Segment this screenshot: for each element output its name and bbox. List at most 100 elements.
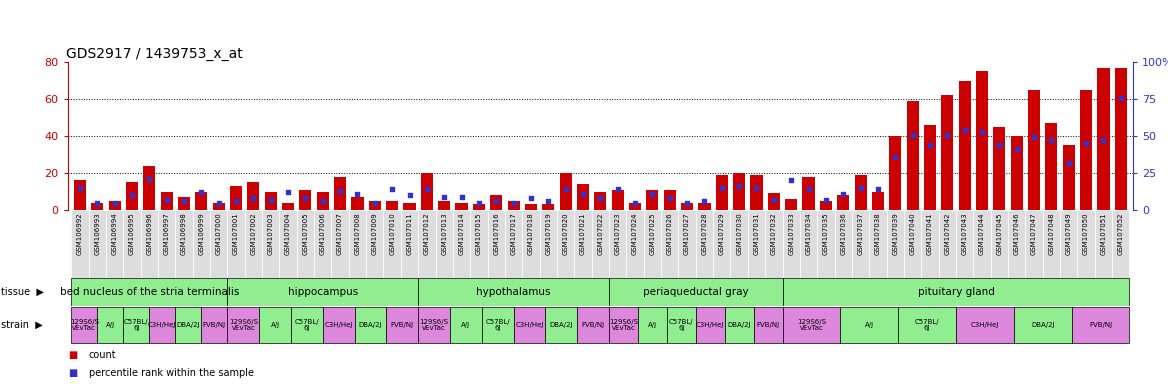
Text: ■: ■ (68, 350, 77, 360)
Bar (820, 201, 832, 210)
Text: GSM107017: GSM107017 (510, 212, 516, 255)
Bar (976, 71, 988, 210)
Bar (851, 210, 869, 278)
Point (887, 154, 905, 160)
Text: strain  ▶: strain ▶ (1, 320, 43, 330)
Point (834, 190, 853, 197)
Bar (609, 210, 626, 278)
Bar (767, 194, 780, 210)
Bar (420, 173, 433, 210)
Text: hypothalamus: hypothalamus (477, 287, 551, 297)
Bar (403, 203, 416, 210)
Point (452, 194, 471, 200)
Point (434, 194, 453, 200)
Point (244, 195, 263, 201)
Text: GSM107042: GSM107042 (944, 212, 951, 255)
Bar (265, 192, 277, 210)
Bar (889, 136, 902, 210)
Text: DBA/2J: DBA/2J (176, 322, 200, 328)
Text: DBA/2J: DBA/2J (728, 322, 751, 328)
Text: GSM107037: GSM107037 (857, 212, 863, 255)
Bar (279, 210, 297, 278)
Bar (1077, 210, 1094, 278)
Bar (366, 210, 383, 278)
Point (331, 188, 349, 194)
Bar (74, 180, 86, 210)
Text: GSM107016: GSM107016 (493, 212, 499, 255)
Point (955, 127, 974, 133)
Bar (473, 204, 485, 210)
Bar (1063, 145, 1075, 210)
Bar (514, 307, 545, 343)
Text: FVB/NJ: FVB/NJ (203, 322, 225, 328)
Point (660, 195, 679, 201)
Text: C3H/HeJ: C3H/HeJ (325, 322, 353, 328)
Point (158, 197, 176, 203)
Bar (355, 307, 387, 343)
Bar (262, 210, 279, 278)
Bar (230, 186, 242, 210)
Bar (595, 192, 606, 210)
Bar (349, 210, 366, 278)
Text: GSM107007: GSM107007 (338, 212, 343, 255)
Bar (955, 210, 973, 278)
Text: GSM107000: GSM107000 (216, 212, 222, 255)
Text: GSM107021: GSM107021 (580, 212, 586, 255)
Text: A/J: A/J (648, 322, 656, 328)
Text: GSM107003: GSM107003 (267, 212, 273, 255)
Text: C3H/HeJ: C3H/HeJ (971, 322, 999, 328)
Bar (869, 210, 887, 278)
Text: C57BL/
6J: C57BL/ 6J (915, 319, 939, 331)
Bar (698, 203, 710, 210)
Bar (887, 210, 904, 278)
Bar (840, 307, 898, 343)
Bar (71, 210, 89, 278)
Text: GSM107043: GSM107043 (961, 212, 967, 255)
Text: GSM106993: GSM106993 (95, 212, 100, 255)
Bar (696, 307, 724, 343)
Bar (802, 177, 814, 210)
Text: DBA/2J: DBA/2J (1031, 322, 1055, 328)
Bar (482, 307, 514, 343)
Point (677, 200, 696, 206)
Bar (730, 210, 748, 278)
Bar (818, 210, 835, 278)
Point (70, 185, 89, 191)
Point (1059, 160, 1078, 166)
Point (417, 186, 436, 192)
Text: GSM107001: GSM107001 (234, 212, 239, 255)
Bar (904, 210, 922, 278)
Point (366, 200, 384, 206)
Bar (322, 307, 355, 343)
Bar (522, 210, 540, 278)
Text: GSM107036: GSM107036 (840, 212, 847, 255)
Text: GSM107034: GSM107034 (806, 212, 812, 255)
Text: GSM107027: GSM107027 (684, 212, 690, 255)
Bar (334, 177, 346, 210)
Text: pituitary gland: pituitary gland (918, 287, 994, 297)
Text: count: count (89, 350, 117, 360)
Point (1094, 137, 1113, 144)
Point (279, 189, 298, 195)
Text: FVB/NJ: FVB/NJ (582, 322, 605, 328)
Bar (1028, 90, 1041, 210)
Text: GSM107015: GSM107015 (475, 212, 482, 255)
Point (105, 200, 124, 206)
Bar (291, 307, 322, 343)
Bar (646, 190, 659, 210)
Bar (383, 210, 401, 278)
Text: GSM107024: GSM107024 (632, 212, 638, 255)
Point (644, 190, 662, 197)
Text: GDS2917 / 1439753_x_at: GDS2917 / 1439753_x_at (65, 47, 243, 61)
Point (748, 185, 766, 191)
Point (626, 200, 645, 206)
Text: GSM106998: GSM106998 (181, 212, 187, 255)
Bar (941, 95, 953, 210)
Bar (124, 307, 150, 343)
Bar (1014, 307, 1072, 343)
Point (990, 142, 1009, 148)
Text: GSM107046: GSM107046 (1014, 212, 1020, 255)
Point (591, 195, 610, 201)
Bar (855, 175, 867, 210)
Bar (973, 210, 990, 278)
